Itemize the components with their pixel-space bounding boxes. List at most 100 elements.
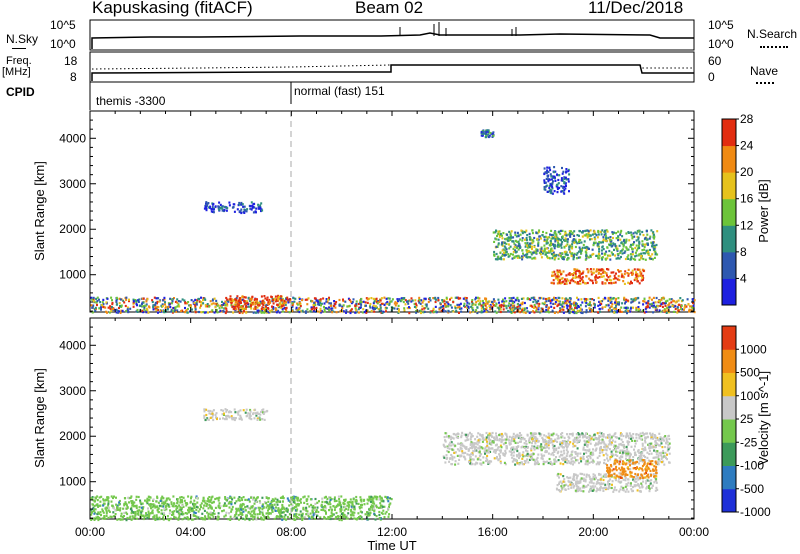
velocity-cell [347, 508, 350, 511]
power-cell [299, 305, 302, 308]
power-cell [655, 243, 658, 247]
velocity-cell [363, 503, 366, 506]
velocity-cell [478, 447, 481, 450]
power-cell [443, 303, 446, 306]
power-cell [616, 301, 619, 304]
velocity-cell [210, 496, 213, 499]
velocity-cell [110, 515, 113, 519]
power-cell [643, 311, 646, 314]
power-cell [194, 311, 197, 314]
velocity-cell [219, 505, 222, 508]
power-cell [107, 306, 110, 309]
power-cell [622, 276, 625, 279]
power-cell [492, 231, 495, 234]
velocity-cell [281, 506, 284, 509]
velocity-cell [382, 500, 385, 503]
velocity-cell [584, 441, 587, 444]
velocity-cell [290, 497, 293, 500]
power-cell [419, 302, 422, 305]
power-cell [650, 241, 653, 244]
velocity-cell [255, 498, 257, 501]
power-cell [518, 244, 521, 247]
velocity-cell [607, 443, 610, 446]
power-cell [94, 309, 97, 312]
power-cell [577, 282, 580, 285]
power-cell [627, 254, 630, 257]
velocity-cell [151, 506, 154, 509]
power-cell [642, 257, 645, 261]
power-cell [244, 302, 247, 305]
power-cell [491, 135, 494, 138]
power-cell [145, 311, 148, 314]
power-cell [563, 255, 566, 258]
power-cell [594, 232, 597, 235]
power-cell [251, 204, 254, 207]
velocity-cell [239, 503, 242, 506]
power-cell [378, 309, 381, 312]
power-cell [508, 306, 511, 309]
power-cell [601, 282, 604, 285]
velocity-cell [450, 441, 453, 444]
power-cell [587, 230, 590, 233]
power-cell [185, 302, 188, 305]
power-cell [311, 300, 314, 303]
power-cell [499, 310, 502, 314]
velocity-cell [263, 515, 266, 518]
power-cell [572, 256, 575, 259]
power-cell [505, 242, 508, 245]
velocity-cell [94, 508, 97, 511]
power-cell [267, 303, 270, 306]
power-cell [464, 296, 467, 299]
velocity-cell [579, 457, 582, 460]
power-cell [533, 245, 536, 249]
power-cell [575, 257, 578, 260]
power-cell [670, 301, 673, 304]
power-cell [170, 298, 173, 301]
velocity-cell [147, 510, 150, 513]
power-cell [545, 310, 548, 313]
velocity-cell [518, 440, 521, 443]
velocity-cell [271, 503, 274, 507]
power-cell [406, 307, 409, 310]
power-cell [420, 299, 423, 302]
velocity-cell [206, 511, 209, 514]
velocity-cell [613, 433, 616, 436]
power-cell [525, 249, 528, 252]
velocity-cell [131, 515, 134, 518]
velocity-cell [96, 499, 99, 502]
velocity-cell [530, 449, 533, 452]
power-cell [591, 253, 594, 256]
power-cell [576, 268, 579, 271]
power-cell [481, 131, 484, 134]
power-cell [349, 310, 352, 313]
velocity-cell [666, 453, 668, 456]
velocity-cell [103, 502, 106, 505]
velocity-cell [142, 514, 145, 517]
power-cell [548, 297, 551, 300]
velocity-cell [309, 498, 312, 501]
power-cell [636, 268, 639, 271]
velocity-cell [237, 514, 240, 517]
velocity-cell [542, 460, 545, 463]
velocity-cell [280, 515, 283, 518]
power-cell [157, 311, 159, 314]
power-cell [526, 246, 529, 249]
power-cell [515, 235, 518, 238]
power-cell [435, 310, 438, 313]
velocity-cell [193, 511, 196, 514]
power-cell [560, 246, 563, 249]
velocity-cell [560, 450, 563, 453]
power-cell [546, 237, 549, 240]
power-cell [458, 307, 461, 310]
power-cell [510, 230, 513, 233]
velocity-cell [517, 436, 520, 439]
power-cell [205, 201, 208, 204]
power-cell [190, 299, 193, 302]
velocity-cell [96, 495, 99, 498]
power-cell [292, 297, 295, 300]
power-cell [634, 277, 637, 280]
power-cell [651, 304, 654, 307]
velocity-cell [237, 497, 240, 500]
velocity-cell [559, 462, 562, 465]
nave-line-key [756, 82, 774, 84]
